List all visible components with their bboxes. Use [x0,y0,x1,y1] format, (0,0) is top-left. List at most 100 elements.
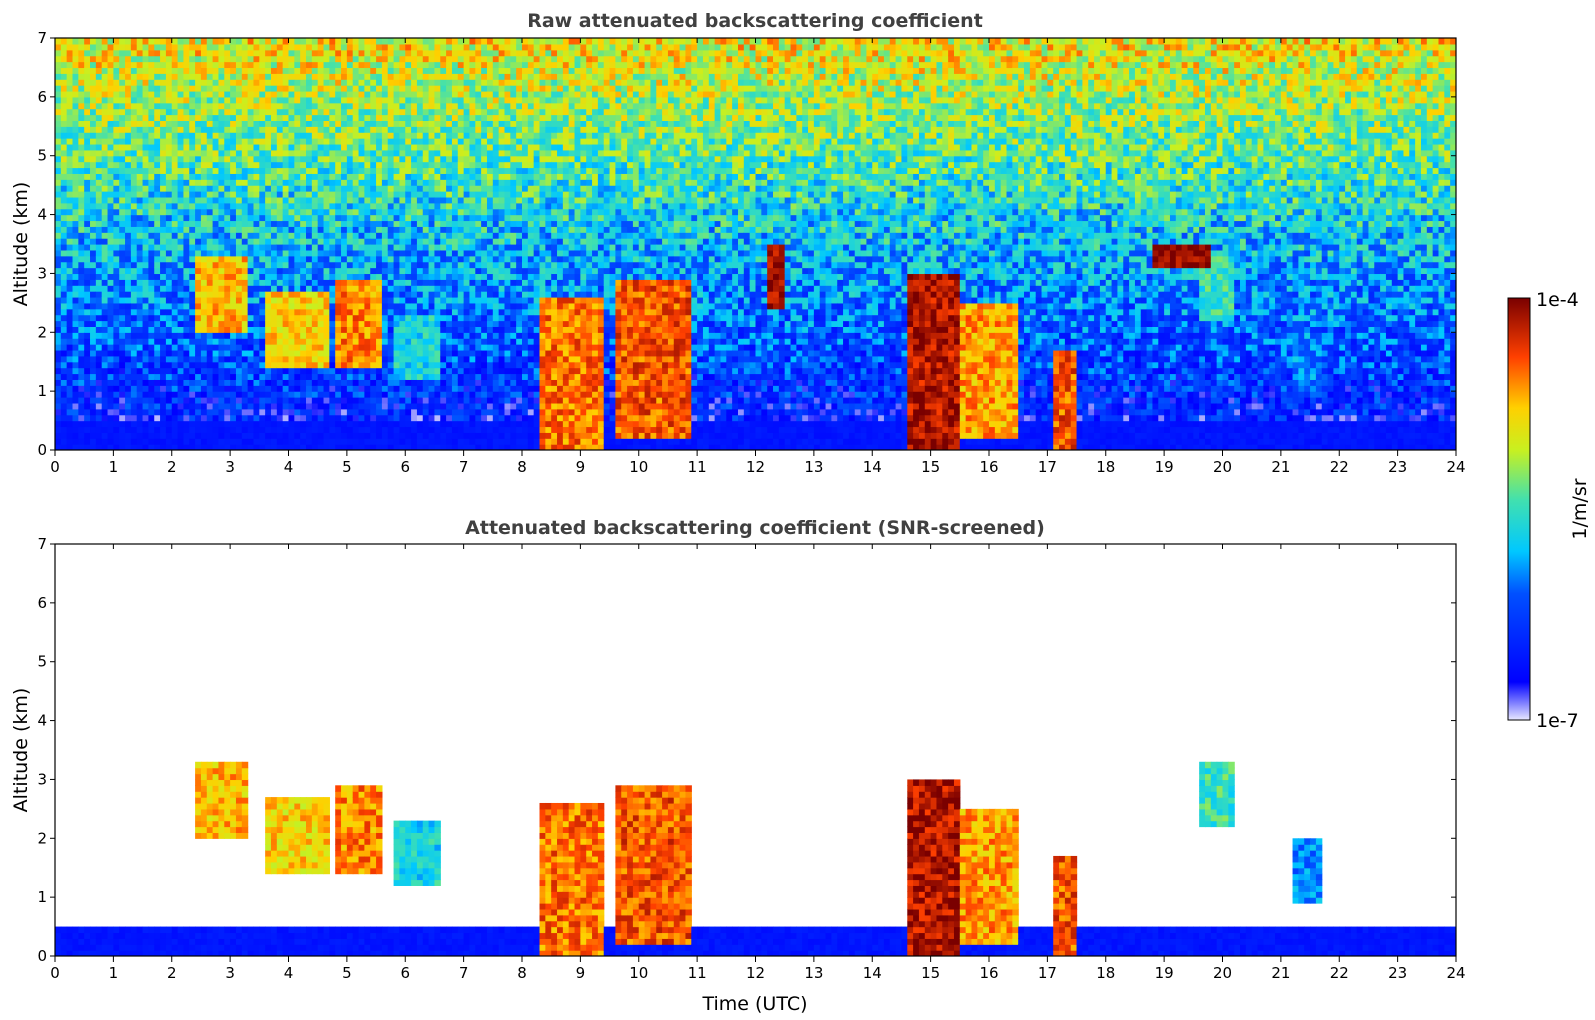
heatmap-cell [335,261,342,269]
heatmap-cell [78,73,85,80]
heatmap-cell [165,426,173,433]
heatmap-cell [300,55,307,63]
heatmap-cell [440,444,447,450]
heatmap-cell [422,326,430,333]
heatmap-cell [212,38,220,45]
heatmap-cell [247,408,255,416]
heatmap-cell [376,38,383,45]
heatmap-cell [212,291,220,298]
heatmap-cell [84,438,91,445]
heatmap-cell [294,202,301,210]
heatmap-cell [358,96,365,104]
heatmap-cell [416,438,424,445]
heatmap-cell [323,196,330,204]
heatmap-cell [177,143,185,151]
heatmap-cell [399,397,406,404]
heatmap-cell [317,173,325,180]
heatmap-cell [346,232,354,239]
heatmap-cell [434,267,441,275]
heatmap-cell [446,438,453,445]
heatmap-cell [387,90,395,98]
heatmap-cell [195,185,202,192]
heatmap-cell [387,379,395,386]
heatmap-cell [341,296,348,304]
heatmap-cell [440,355,447,363]
heatmap-cell [276,279,284,286]
heatmap-cell [317,220,325,227]
heatmap-cell [247,261,255,269]
heatmap-cell [107,38,114,45]
heatmap-cell [346,355,354,363]
heatmap-cell [218,414,225,422]
heatmap-cell [160,90,167,98]
heatmap-cell [422,273,430,280]
heatmap-cell [66,279,74,286]
chart-title: Raw attenuated backscattering coefficien… [527,10,983,32]
heatmap-cell [212,149,220,157]
heatmap-cell [265,273,272,280]
heatmap-cell [422,291,430,298]
heatmap-cell [288,326,295,333]
heatmap-cell [253,338,260,345]
heatmap-cell [130,155,138,163]
heatmap-cell [113,155,120,163]
heatmap-cell [451,285,459,292]
heatmap-cell [364,355,371,363]
heatmap-cell [265,373,272,380]
heatmap-cell [311,438,319,445]
heatmap-cell [376,61,383,69]
heatmap-cell [381,196,389,204]
heatmap-cell [288,373,295,380]
heatmap-cell [60,285,68,292]
heatmap-cell [311,402,319,410]
heatmap-cell [387,38,395,45]
heatmap-cell [270,155,278,163]
heatmap-cell [387,373,395,380]
heatmap-cell [200,338,208,345]
heatmap-cell [148,120,155,127]
heatmap-cell [270,167,278,174]
heatmap-cell [160,338,167,345]
heatmap-cell [206,202,214,210]
heatmap-cell [247,414,255,422]
heatmap-cell [451,261,459,269]
heatmap-cell [469,438,476,445]
heatmap-cell [265,73,272,80]
heatmap-cell [95,120,103,127]
heatmap-cell [130,85,138,92]
heatmap-cell [165,208,173,216]
heatmap-cell [381,220,389,227]
heatmap-cell [160,173,167,180]
heatmap-cell [101,373,109,380]
heatmap-cell [55,314,62,322]
heatmap-cell [422,96,430,104]
heatmap-cell [55,244,62,251]
heatmap-cell [60,61,68,69]
heatmap-cell [247,432,255,439]
heatmap-cell [311,132,319,139]
heatmap-cell [399,85,406,92]
heatmap-cell [101,220,109,227]
heatmap-cell [376,373,383,380]
heatmap-cell [270,238,278,245]
heatmap-cell [428,320,436,327]
heatmap-cell [469,349,476,357]
heatmap-cell [189,332,196,339]
heatmap-cell [428,344,436,351]
heatmap-cell [90,361,97,369]
heatmap-cell [405,114,412,121]
heatmap-cell [381,67,389,74]
heatmap-cell [317,420,325,428]
heatmap-cell [136,126,144,133]
heatmap-cell [206,185,214,192]
heatmap-cell [230,167,237,174]
heatmap-cell [95,43,103,51]
heatmap-cell [212,202,220,210]
heatmap-cell [136,149,144,157]
heatmap-cell [154,426,161,433]
heatmap-cell [341,302,348,310]
heatmap-cell [101,402,109,410]
heatmap-cell [270,61,278,69]
heatmap-cell [130,426,138,433]
